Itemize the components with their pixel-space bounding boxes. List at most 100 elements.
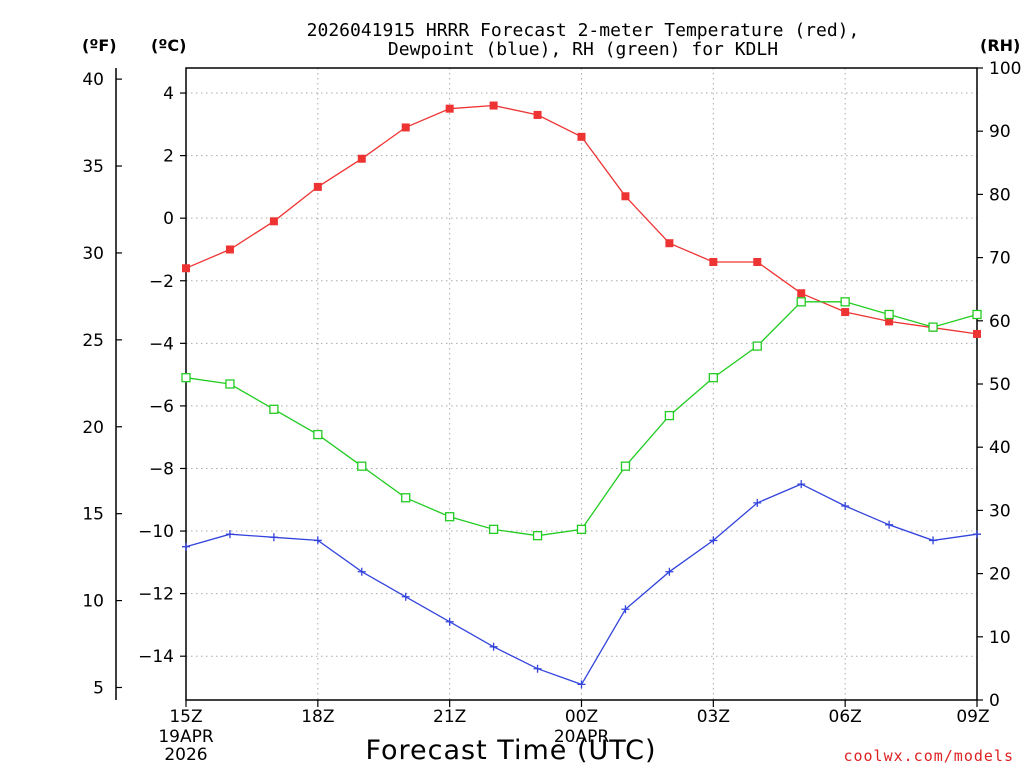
rh-tick-label: 10: [989, 628, 1011, 648]
temperature-point: [269, 217, 278, 226]
rh-point: [576, 524, 587, 535]
rh-point: [225, 379, 235, 389]
temperature-point: [445, 104, 454, 113]
dewpoint-point: [797, 480, 806, 489]
temperature-point: [753, 257, 762, 266]
data-series: [181, 101, 982, 689]
x-tick-label: 15Z: [169, 707, 202, 727]
rh-point: [181, 373, 191, 383]
dewpoint-point: [841, 502, 850, 511]
grid-lines: [186, 68, 977, 700]
x-tick-label: 00Z: [565, 707, 598, 727]
celsius-tick-label: 4: [163, 84, 174, 104]
dewpoint-point: [577, 680, 586, 689]
celsius-tick-label: −6: [149, 397, 174, 417]
dewpoint-point: [489, 642, 498, 651]
rh-tick-label: 0: [989, 691, 1000, 711]
fahrenheit-tick-label: 15: [82, 505, 104, 525]
celsius-tick-label: −12: [138, 585, 174, 605]
x-tick-year-label: 2026: [164, 745, 207, 765]
fahrenheit-tick-label: 20: [82, 418, 104, 438]
fahrenheit-tick-label: 5: [93, 678, 104, 698]
rh-tick-label: 60: [989, 312, 1011, 332]
temperature-point: [313, 182, 322, 191]
rh-point: [313, 429, 323, 440]
celsius-tick-label: −8: [149, 459, 174, 479]
rh-unit-label: (RH): [980, 36, 1020, 55]
x-tick-label: 09Z: [956, 707, 989, 727]
rh-point: [752, 341, 762, 351]
celsius-tick-label: −14: [138, 647, 174, 667]
celsius-unit-label: (ºC): [151, 36, 186, 55]
temperature-point: [709, 257, 718, 266]
temperature-point: [489, 101, 498, 110]
rh-point: [445, 512, 455, 522]
axes: 403530252015105420−2−4−6−8−10−12−1410090…: [82, 59, 1021, 765]
rh-point: [488, 524, 499, 535]
rh-tick-label: 20: [989, 565, 1011, 585]
rh-point: [664, 410, 675, 421]
dewpoint-point: [709, 536, 718, 545]
dewpoint-point: [753, 498, 762, 507]
rh-point: [884, 309, 894, 320]
rh-tick-label: 90: [989, 122, 1011, 142]
rh-point: [401, 493, 411, 503]
fahrenheit-unit-label: (ºF): [82, 36, 117, 55]
credit-link[interactable]: coolwx.com/models: [843, 747, 1014, 765]
celsius-tick-label: 2: [163, 147, 174, 167]
dewpoint-point: [445, 617, 454, 626]
celsius-tick-label: −10: [138, 522, 174, 542]
temperature-point: [973, 329, 981, 338]
celsius-tick-label: −2: [149, 272, 174, 292]
dewpoint-point: [401, 592, 410, 601]
dewpoint-point: [929, 536, 938, 545]
x-tick-label: 18Z: [301, 707, 334, 727]
celsius-tick-label: 0: [163, 209, 174, 229]
x-tick-date-label: 20APR: [554, 727, 610, 747]
rh-point: [708, 373, 718, 383]
rh-point: [532, 531, 543, 541]
temperature-point: [797, 289, 806, 298]
temperature-point: [401, 123, 410, 132]
rh-tick-label: 30: [989, 501, 1011, 521]
fahrenheit-tick-label: 30: [82, 244, 104, 264]
rh-tick-label: 50: [989, 375, 1011, 395]
temperature-point: [533, 110, 542, 119]
rh-point: [840, 297, 850, 307]
x-tick-label: 21Z: [433, 707, 466, 727]
rh-point: [620, 461, 631, 471]
dewpoint-point: [269, 533, 278, 542]
dewpoint-point: [665, 567, 674, 576]
dewpoint-point: [973, 530, 981, 539]
fahrenheit-tick-label: 10: [82, 592, 104, 612]
rh-tick-label: 70: [989, 249, 1011, 269]
rh-point: [928, 322, 938, 332]
rh-point: [357, 461, 367, 471]
chart-title-line1: 2026041915 HRRR Forecast 2-meter Tempera…: [307, 20, 860, 41]
rh-point: [972, 309, 982, 320]
dewpoint-point: [357, 567, 366, 576]
temperature-point: [665, 239, 674, 248]
x-tick-label: 06Z: [829, 707, 862, 727]
chart-title-line2: Dewpoint (blue), RH (green) for KDLH: [388, 39, 778, 60]
fahrenheit-tick-label: 35: [82, 157, 104, 177]
x-tick-label: 03Z: [697, 707, 730, 727]
fahrenheit-tick-label: 25: [82, 331, 104, 351]
rh-tick-label: 80: [989, 185, 1011, 205]
temperature-point: [357, 154, 366, 163]
temperature-point: [621, 192, 630, 201]
dewpoint-point: [182, 542, 190, 551]
rh-point: [796, 297, 806, 307]
rh-tick-label: 100: [989, 59, 1021, 79]
celsius-tick-label: −4: [149, 334, 174, 354]
x-tick-date-label: 19APR: [158, 727, 214, 747]
fahrenheit-tick-label: 40: [82, 70, 104, 90]
dewpoint-point: [621, 605, 630, 614]
dewpoint-point: [313, 536, 322, 545]
temperature-point: [577, 132, 586, 141]
temperature-point: [225, 245, 234, 254]
rh-point: [269, 404, 279, 414]
temperature-point: [885, 317, 894, 326]
dewpoint-point: [533, 664, 542, 673]
